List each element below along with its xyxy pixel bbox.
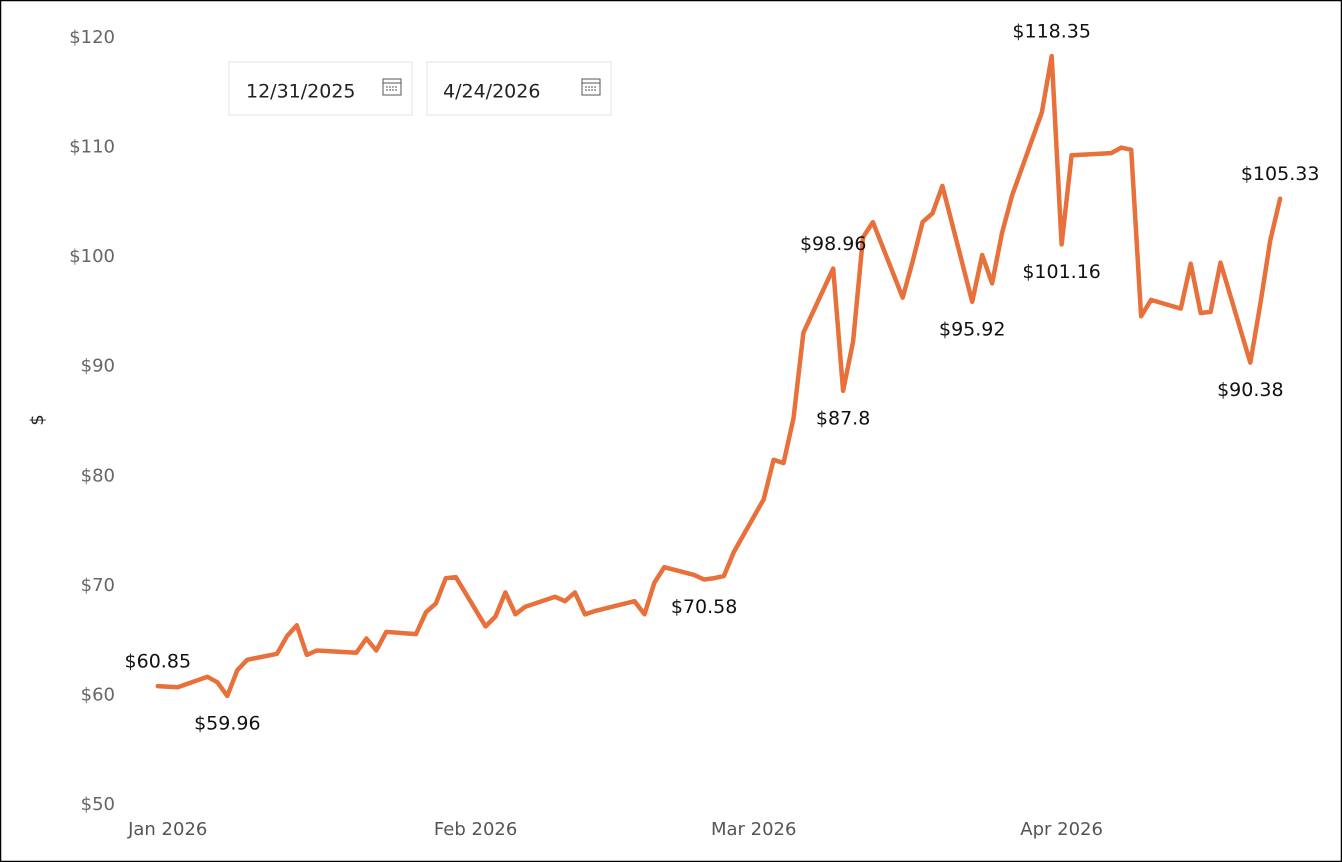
x-tick-label: Mar 2026 [711, 819, 797, 840]
y-tick-label: $110 [69, 137, 115, 158]
date-picker-start[interactable]: 12/31/2025 [228, 61, 413, 116]
y-tick-label: $90 [81, 356, 115, 377]
y-tick-label: $50 [81, 794, 115, 815]
data-label: $101.16 [1022, 261, 1101, 283]
price-line [155, 53, 1283, 699]
picker-text[interactable]: 12/31/2025 [246, 81, 356, 103]
data-label: $105.33 [1241, 163, 1320, 185]
date-picker-end[interactable]: 4/24/2026 [426, 61, 612, 116]
y-axis-label: $ [27, 414, 48, 425]
x-tick-label: Apr 2026 [1020, 819, 1103, 840]
x-tick-label: Jan 2026 [127, 819, 207, 840]
calendar-icon[interactable] [581, 78, 601, 96]
data-label: $70.58 [671, 596, 737, 618]
x-tick-label: Feb 2026 [434, 819, 517, 840]
data-label: $60.85 [125, 651, 191, 673]
calendar-icon[interactable] [382, 78, 402, 96]
data-label: $118.35 [1012, 21, 1091, 43]
picker-box[interactable] [228, 61, 413, 116]
y-tick-label: $120 [69, 27, 115, 48]
y-tick-label: $60 [81, 684, 115, 705]
data-label: $87.8 [816, 407, 870, 429]
data-label: $98.96 [800, 233, 866, 255]
data-label: $95.92 [939, 318, 1005, 340]
picker-text[interactable]: 4/24/2026 [443, 81, 540, 103]
y-tick-label: $80 [81, 465, 115, 486]
data-label: $59.96 [194, 712, 260, 734]
picker-box[interactable] [426, 61, 612, 116]
y-tick-label: $70 [81, 575, 115, 596]
y-tick-label: $100 [69, 246, 115, 267]
data-label: $90.38 [1217, 379, 1283, 401]
